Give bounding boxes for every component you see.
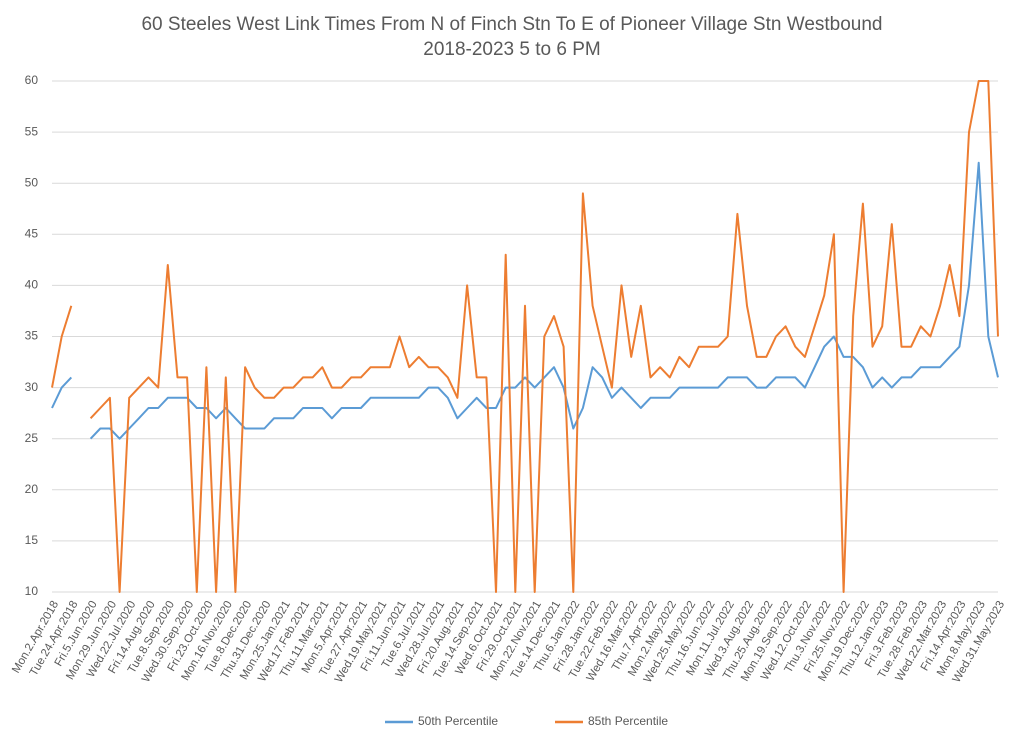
series-line: [51, 161, 999, 440]
y-tick-label: 60: [25, 73, 39, 87]
y-tick-label: 20: [25, 482, 39, 496]
y-tick-label: 40: [25, 278, 39, 292]
y-tick-label: 15: [25, 533, 39, 547]
legend-label: 50th Percentile: [418, 714, 498, 728]
y-tick-label: 10: [25, 584, 39, 598]
chart-subtitle: 2018-2023 5 to 6 PM: [423, 39, 600, 60]
series-line: [51, 80, 999, 593]
y-tick-label: 45: [25, 226, 39, 240]
legend-label: 85th Percentile: [588, 714, 668, 728]
y-tick-label: 30: [25, 380, 39, 394]
y-tick-label: 50: [25, 175, 39, 189]
y-tick-label: 35: [25, 329, 39, 343]
chart-title: 60 Steeles West Link Times From N of Fin…: [141, 14, 882, 35]
y-tick-label: 25: [25, 431, 39, 445]
y-tick-label: 55: [25, 124, 39, 138]
